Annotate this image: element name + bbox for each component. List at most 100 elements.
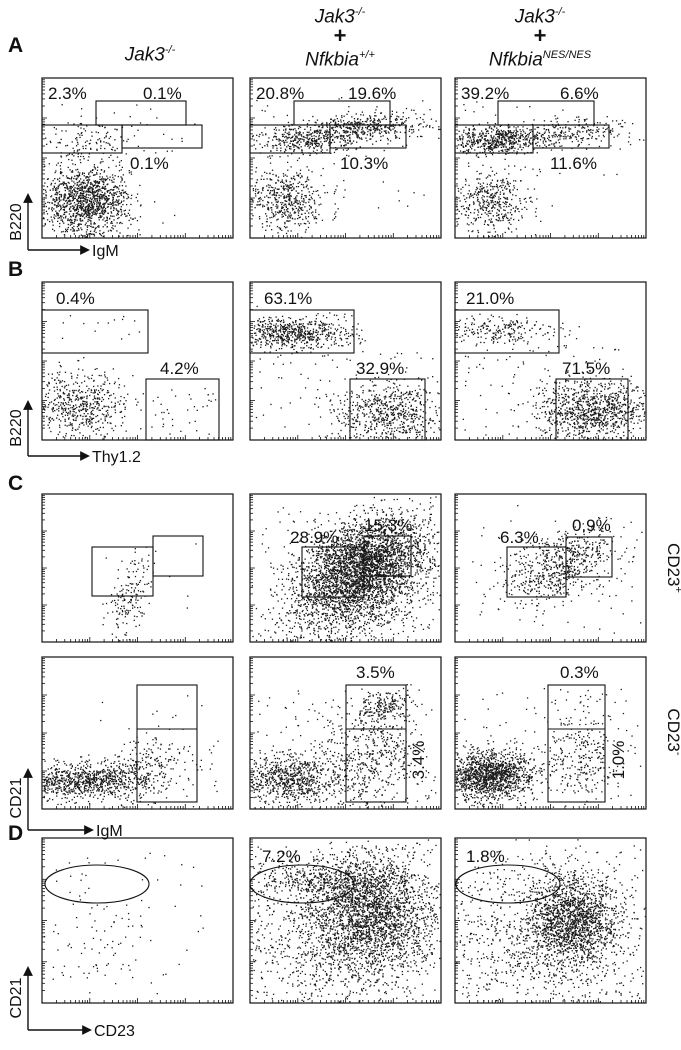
event-dot — [326, 131, 328, 133]
event-dot — [295, 139, 297, 141]
event-dot — [290, 201, 293, 203]
event-dot — [578, 130, 580, 132]
event-dot — [96, 169, 99, 171]
event-dot — [269, 172, 271, 174]
event-dot — [474, 142, 476, 145]
event-dot — [276, 147, 278, 149]
event-dot — [508, 126, 510, 129]
event-dot — [581, 137, 583, 140]
event-dot — [262, 189, 264, 192]
event-dot — [525, 138, 527, 140]
event-dot — [463, 208, 466, 210]
event-dot — [71, 186, 73, 188]
event-dot — [78, 173, 80, 176]
event-dot — [467, 193, 469, 195]
event-dot — [72, 199, 74, 201]
event-dot — [77, 208, 79, 211]
event-dot — [517, 126, 519, 128]
event-dot — [484, 142, 486, 144]
event-dot — [75, 209, 78, 211]
event-dot — [490, 202, 492, 204]
event-dot — [398, 116, 400, 118]
event-dot — [539, 171, 541, 173]
event-dot — [79, 202, 81, 205]
event-dot — [375, 123, 377, 125]
event-dot — [296, 195, 298, 197]
event-dot — [494, 114, 497, 116]
event-dot — [306, 176, 309, 178]
event-dot — [297, 127, 300, 130]
event-dot — [92, 407, 94, 409]
event-dot — [88, 173, 90, 175]
event-dot — [335, 130, 337, 132]
event-dot — [366, 140, 368, 142]
event-dot — [91, 208, 93, 210]
event-dot — [118, 377, 120, 380]
event-dot — [76, 226, 79, 228]
event-dot — [58, 180, 61, 182]
event-dot — [315, 140, 318, 143]
event-dot — [474, 191, 477, 193]
event-dot — [619, 148, 621, 150]
event-dot — [259, 133, 261, 136]
event-dot — [490, 137, 493, 139]
event-dot — [64, 196, 66, 198]
event-dot — [103, 182, 105, 184]
event-dot — [98, 226, 100, 228]
event-dot — [308, 201, 310, 203]
event-dot — [328, 123, 331, 125]
event-dot — [612, 120, 614, 122]
event-dot — [79, 223, 81, 225]
event-dot — [74, 210, 76, 212]
event-dot — [290, 202, 293, 204]
event-dot — [283, 204, 285, 207]
event-dot — [526, 139, 528, 141]
event-dot — [81, 200, 83, 202]
event-dot — [336, 135, 338, 138]
event-dot — [311, 193, 314, 195]
event-dot — [77, 133, 79, 135]
event-dot — [91, 192, 93, 195]
event-dot — [291, 136, 294, 138]
event-dot — [318, 126, 321, 128]
event-dot — [93, 197, 95, 199]
event-dot — [380, 112, 382, 114]
event-dot — [292, 208, 295, 210]
event-dot — [381, 128, 383, 130]
event-dot — [570, 136, 572, 138]
event-dot — [57, 213, 60, 215]
event-dot — [104, 199, 106, 201]
event-dot — [336, 185, 338, 187]
event-dot — [559, 138, 561, 140]
event-dot — [498, 200, 501, 202]
event-dot — [67, 181, 69, 184]
event-dot — [116, 187, 118, 189]
event-dot — [93, 202, 96, 205]
event-dot — [501, 137, 503, 139]
event-dot — [314, 143, 317, 146]
event-dot — [468, 205, 471, 207]
event-dot — [63, 183, 65, 185]
event-dot — [503, 134, 505, 136]
event-dot — [470, 212, 472, 214]
event-dot — [309, 129, 312, 131]
event-dot — [131, 218, 134, 220]
event-dot — [597, 131, 599, 133]
event-dot — [79, 136, 81, 139]
event-dot — [46, 213, 49, 215]
event-dot — [512, 136, 514, 138]
event-dot — [101, 195, 103, 198]
event-dot — [503, 202, 506, 205]
event-dot — [420, 123, 422, 125]
event-dot — [479, 191, 482, 193]
event-dot — [346, 113, 348, 115]
event-dot — [545, 129, 547, 131]
event-dot — [308, 144, 310, 146]
event-dot — [269, 155, 271, 157]
event-dot — [271, 209, 273, 211]
event-dot — [125, 215, 127, 217]
event-dot — [321, 219, 324, 221]
event-dot — [324, 192, 326, 194]
event-dot — [269, 190, 272, 192]
event-dot — [113, 215, 115, 217]
